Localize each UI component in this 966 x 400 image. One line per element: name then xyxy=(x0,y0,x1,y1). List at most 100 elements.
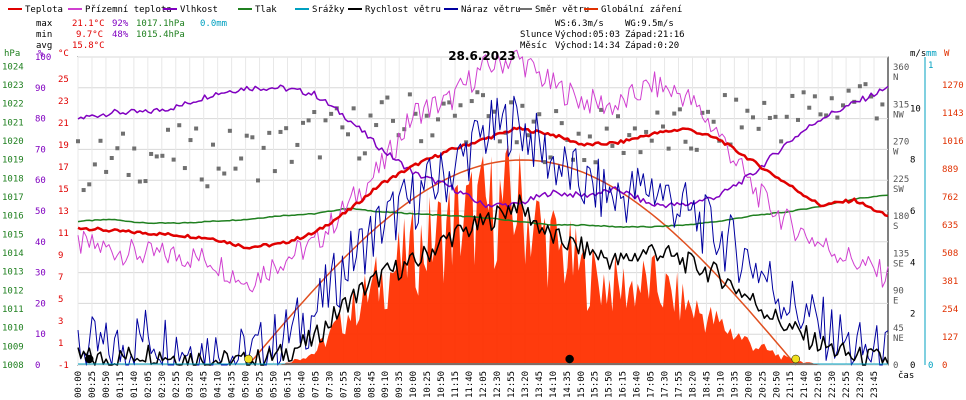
point-smer-vetru xyxy=(278,129,283,134)
tick-label-temp: 3 xyxy=(58,317,63,327)
tick-label-time: 21:40 xyxy=(800,371,810,398)
point-smer-vetru xyxy=(644,129,649,134)
tick-label-time: 09:35 xyxy=(395,371,405,398)
axis-label-w: W xyxy=(944,49,950,59)
point-smer-vetru xyxy=(171,157,176,162)
tick-label-w: 1016 xyxy=(942,137,964,147)
point-smer-vetru xyxy=(616,114,620,119)
point-smer-vetru xyxy=(801,90,806,95)
tick-label-w: 1270 xyxy=(942,81,964,91)
tick-label-hpa: 1008 xyxy=(2,361,24,371)
tick-label-hpa: 1020 xyxy=(2,137,24,147)
tick-label-ms: 6 xyxy=(910,207,915,217)
tick-label-time: 12:05 xyxy=(479,371,489,398)
point-smer-vetru xyxy=(756,126,761,131)
stat-min-hum: 48% xyxy=(112,30,129,40)
point-smer-vetru xyxy=(655,110,660,115)
tick-label-time: 06:40 xyxy=(297,371,307,398)
point-smer-vetru xyxy=(182,166,187,171)
tick-label-time: 00:50 xyxy=(102,371,112,398)
point-smer-vetru xyxy=(160,153,165,158)
series-line-clear-sky xyxy=(247,159,797,366)
tick-label-time: 22:55 xyxy=(842,371,852,398)
tick-label-time: 22:05 xyxy=(814,371,824,398)
stat-max-rain: 0.0mm xyxy=(200,19,227,29)
tick-label-direction: W xyxy=(893,148,899,158)
tick-label-time: 17:55 xyxy=(675,371,685,398)
point-smer-vetru xyxy=(661,124,665,129)
series-line-naraz-vetru xyxy=(77,95,889,366)
point-smer-vetru xyxy=(362,151,367,156)
tick-label-temp: 9 xyxy=(58,251,63,261)
point-smer-vetru xyxy=(548,155,553,160)
tick-label-time: 11:15 xyxy=(451,371,461,398)
tick-label-time: 04:35 xyxy=(228,371,238,398)
point-smer-vetru xyxy=(374,123,379,128)
point-smer-vetru xyxy=(649,138,654,143)
point-smer-vetru xyxy=(593,160,598,165)
legend-label: Teplota xyxy=(25,5,63,15)
tick-label-time: 07:30 xyxy=(325,371,335,398)
point-smer-vetru xyxy=(205,184,210,189)
point-smer-vetru xyxy=(694,147,699,152)
tick-label-time: 05:25 xyxy=(256,371,266,398)
tick-label-direction: SE xyxy=(893,259,904,269)
point-smer-vetru xyxy=(762,100,767,105)
point-smer-vetru xyxy=(188,138,193,143)
point-smer-vetru xyxy=(458,103,463,108)
stat-max-press: 1017.1hPa xyxy=(136,19,185,29)
tick-label-time: 23:45 xyxy=(870,371,880,398)
tick-label-time: 20:50 xyxy=(772,371,782,398)
point-smer-vetru xyxy=(796,117,800,122)
tick-label-time: 10:25 xyxy=(423,371,433,398)
point-smer-vetru xyxy=(81,188,86,193)
point-smer-vetru xyxy=(267,130,272,135)
series-line-rychlost-vetru xyxy=(77,194,889,366)
tick-label-temp: 1 xyxy=(58,339,63,349)
point-smer-vetru xyxy=(486,114,491,119)
point-smer-vetru xyxy=(672,111,677,116)
tick-label-time: 19:10 xyxy=(716,371,726,398)
tick-label-temp: 7 xyxy=(58,273,63,283)
point-smer-vetru xyxy=(143,179,148,184)
tick-label-hpa: 1010 xyxy=(2,324,24,334)
tick-label-time: 13:45 xyxy=(535,371,545,398)
tick-label-time: 12:30 xyxy=(493,371,503,398)
tick-label-time: 08:45 xyxy=(367,371,377,398)
tick-label-time: 20:00 xyxy=(744,371,754,398)
tick-label-time: 04:10 xyxy=(214,371,224,398)
tick-label-hpa: 1016 xyxy=(2,212,24,222)
point-smer-vetru xyxy=(289,159,294,164)
point-smer-vetru xyxy=(469,99,474,104)
stat-moon-set: Západ:0:20 xyxy=(625,41,679,51)
point-smer-vetru xyxy=(571,157,575,162)
point-smer-vetru xyxy=(475,90,480,95)
point-smer-vetru xyxy=(779,139,784,144)
tick-label-time: 13:20 xyxy=(521,371,531,398)
point-smer-vetru xyxy=(689,146,694,151)
point-smer-vetru xyxy=(385,95,390,100)
tick-label-temp: 15 xyxy=(58,185,69,195)
point-smer-vetru xyxy=(250,135,255,140)
tick-label-w: 889 xyxy=(942,165,958,175)
point-smer-vetru xyxy=(261,145,266,150)
tick-label-pct: 10 xyxy=(35,330,46,340)
point-smer-vetru xyxy=(194,126,199,131)
point-smer-vetru xyxy=(767,115,772,120)
tick-label-direction: N xyxy=(893,73,898,83)
stat-max-temp: 21.1°C xyxy=(72,19,105,29)
axis-label-mm: mm xyxy=(926,49,937,59)
marker-moonset xyxy=(85,354,94,364)
tick-label-ms: 0 xyxy=(910,361,915,371)
tick-label-temp: 11 xyxy=(58,229,69,239)
stat-sun-label: Slunce xyxy=(520,30,553,40)
legend-label: Rychlost větru xyxy=(365,5,441,15)
tick-label-direction: 315 xyxy=(893,100,909,110)
tick-label-time: 10:50 xyxy=(437,371,447,398)
point-smer-vetru xyxy=(357,156,362,161)
legend-label: Náraz větru xyxy=(461,5,521,15)
point-smer-vetru xyxy=(818,112,823,117)
stats-panel: max 21.1°C 92% 1017.1hPa 0.0mm min 9.7°C… xyxy=(36,19,685,51)
point-smer-vetru xyxy=(447,100,452,105)
point-smer-vetru xyxy=(604,126,609,131)
